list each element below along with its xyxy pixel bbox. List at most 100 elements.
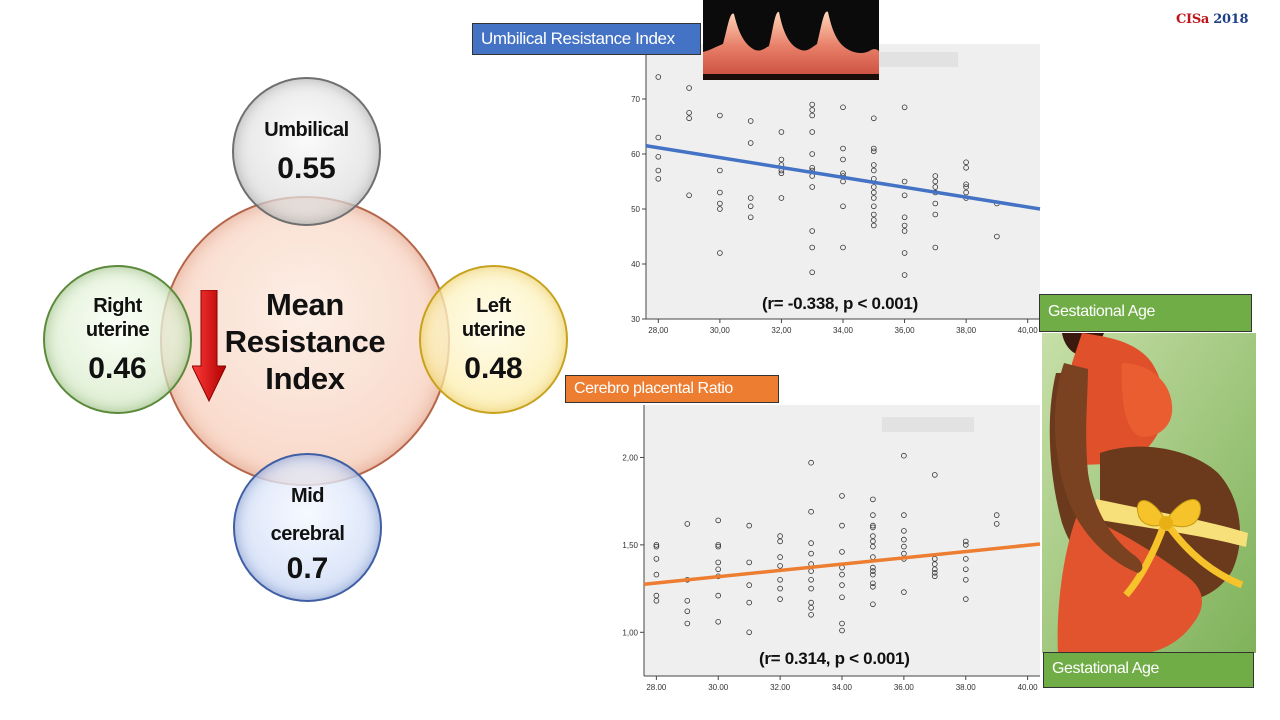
- cpr-data-point: [993, 512, 1000, 518]
- cpr-plot-area: [644, 405, 1040, 676]
- cpr-data-point: [901, 543, 907, 550]
- cpr-data-point: [839, 493, 845, 499]
- cpr-data-point: [962, 566, 969, 573]
- umbilical-data-point: [778, 195, 785, 201]
- mid-cerebral-circle: Mid cerebral 0.7: [233, 453, 382, 602]
- umbilical-x-tick-label: 30,00: [710, 326, 731, 335]
- cpr-data-point: [931, 570, 938, 576]
- umbilical-data-point: [870, 162, 877, 168]
- cpr-data-point: [870, 584, 876, 590]
- umbilical-data-point: [963, 165, 969, 171]
- umbilical-data-point: [932, 184, 939, 190]
- cpr-data-point: [808, 585, 814, 592]
- cpr-data-point: [870, 524, 876, 531]
- umbilical-data-point: [655, 134, 662, 141]
- cpr-data-point: [777, 585, 783, 592]
- cpr-data-point: [715, 619, 721, 625]
- umbilical-data-point: [870, 145, 877, 152]
- decrease-arrow-icon: [192, 290, 226, 402]
- umbilical-data-point: [717, 167, 723, 174]
- cpr-data-point: [901, 452, 907, 459]
- cpr-data-point: [653, 592, 660, 599]
- umbilical-title-placeholder: [868, 52, 958, 67]
- umbilical-data-point: [901, 214, 908, 221]
- cpr-data-point: [931, 566, 938, 573]
- cpr-data-point: [839, 627, 845, 634]
- cpr-data-point: [653, 556, 660, 562]
- cpr-data-point: [962, 596, 969, 602]
- cpr-data-point: [962, 577, 969, 583]
- cpr-data-point: [653, 571, 660, 578]
- umbilical-x-tick-label: 34,00: [833, 326, 854, 335]
- umbilical-data-point: [901, 192, 908, 199]
- cpr-data-point: [870, 538, 876, 545]
- cpr-data-point: [870, 533, 876, 539]
- right-uterine-line2: uterine: [85, 318, 150, 341]
- center-line3: Index: [265, 360, 345, 396]
- umbilical-data-point: [717, 200, 723, 207]
- cpr-data-point: [746, 582, 753, 588]
- umbilical-data-point: [686, 110, 692, 116]
- umbilical-value: 0.55: [277, 151, 336, 185]
- cpr-data-point: [653, 542, 660, 548]
- cpr-x-tick-label: 40,00: [1018, 683, 1039, 690]
- umbilical-data-point: [840, 203, 846, 210]
- cpr-y-tick-label: 1,50: [622, 541, 638, 550]
- cpr-x-tick-label: 32,00: [770, 683, 791, 690]
- cpr-tag: Cerebro placental Ratio: [565, 375, 779, 403]
- cpr-data-point: [901, 536, 907, 543]
- umbilical-x-tick-label: 28,00: [648, 326, 669, 335]
- umbilical-data-point: [778, 170, 785, 177]
- umbilical-data-point: [655, 176, 662, 182]
- cpr-data-point: [839, 549, 845, 555]
- left-uterine-value: 0.48: [464, 351, 523, 385]
- umbilical-data-point: [778, 156, 785, 163]
- cpr-data-point: [901, 512, 907, 518]
- cpr-correlation-annotation: (r= 0.314, p < 0.001): [759, 649, 910, 668]
- umbilical-correlation-annotation: (r= -0.338, p < 0.001): [762, 294, 918, 313]
- cpr-data-point: [870, 496, 876, 503]
- cpr-data-point: [808, 459, 814, 466]
- umbilical-data-point: [994, 233, 1000, 240]
- umbilical-data-point: [686, 192, 692, 199]
- umbilical-data-point: [747, 214, 754, 221]
- cpr-data-point: [808, 577, 814, 583]
- umbilical-data-point: [901, 228, 908, 234]
- cpr-data-point: [870, 522, 876, 529]
- logo-text-part2: 2018: [1213, 12, 1249, 27]
- cpr-title-placeholder: [882, 417, 974, 432]
- cpr-data-point: [715, 517, 721, 524]
- umbilical-y-tick-label: 50: [631, 205, 640, 214]
- center-line1: Mean: [265, 286, 345, 322]
- cpr-data-point: [715, 543, 721, 550]
- cpr-data-point: [777, 577, 783, 583]
- umbilical-y-tick-label: 60: [631, 150, 640, 159]
- umbilical-data-point: [870, 195, 877, 201]
- cpr-data-point: [746, 522, 753, 529]
- umbilical-data-point: [809, 112, 816, 119]
- cpr-data-point: [839, 620, 845, 627]
- umbilical-data-point: [717, 112, 723, 119]
- cpr-data-point: [746, 599, 753, 606]
- umbilical-data-point: [717, 250, 723, 256]
- umbilical-data-point: [747, 203, 754, 210]
- umbilical-data-point: [809, 107, 816, 113]
- cpr-data-point: [870, 568, 876, 574]
- umbilical-trend-line: [645, 144, 1041, 211]
- umbilical-data-point: [932, 178, 939, 185]
- cpr-data-point: [808, 612, 814, 618]
- umbilical-data-point: [809, 269, 816, 276]
- cpr-data-point: [870, 564, 876, 571]
- cpr-x-tick-label: 38,00: [956, 683, 977, 690]
- umbilical-data-point: [717, 206, 723, 212]
- umbilical-data-point: [870, 167, 877, 174]
- cpr-x-tick-label: 36,00: [894, 683, 915, 690]
- umbilical-data-point: [870, 222, 877, 229]
- umbilical-data-point: [870, 189, 877, 196]
- cpr-data-point: [715, 542, 721, 548]
- cpr-data-point: [746, 629, 753, 636]
- cpr-trend-line: [643, 542, 1041, 586]
- cpr-data-point: [684, 521, 691, 527]
- left-uterine-line1: Left: [476, 294, 511, 317]
- umbilical-data-point: [778, 129, 785, 135]
